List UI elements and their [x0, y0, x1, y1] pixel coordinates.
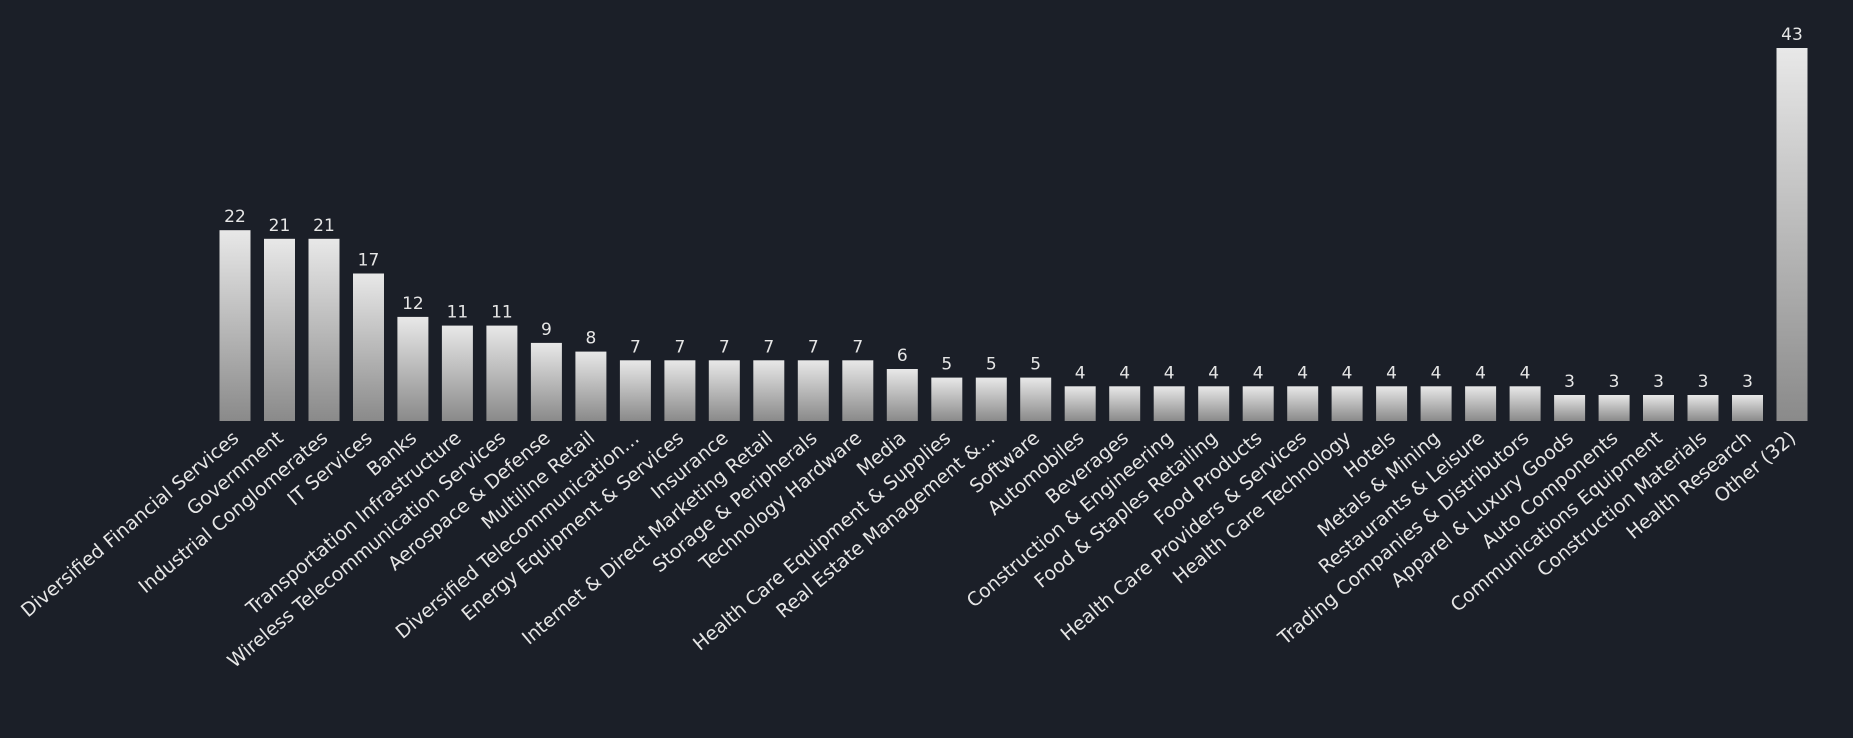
bar-value-label: 17: [358, 251, 380, 271]
bar: [353, 273, 384, 421]
bar: [308, 238, 340, 421]
bar-value-label: 22: [224, 207, 246, 227]
bar-value-label: 6: [897, 346, 908, 366]
bar-value-label: 21: [269, 216, 291, 236]
bar: [708, 360, 740, 421]
bar: [1554, 395, 1586, 421]
bar-value-label: 4: [1208, 363, 1219, 383]
bar: [1598, 395, 1630, 421]
bar-value-label: 11: [491, 303, 513, 323]
bar-value-label: 4: [1386, 363, 1397, 383]
bar: [975, 377, 1007, 421]
bar: [397, 316, 429, 421]
bar: [619, 360, 651, 421]
bar: [1331, 386, 1363, 421]
bar-value-label: 7: [763, 337, 774, 357]
bar: [664, 360, 696, 421]
bar-value-label: 3: [1742, 372, 1753, 392]
bar: [797, 360, 829, 421]
bar: [1242, 386, 1274, 421]
bar-value-label: 4: [1342, 363, 1353, 383]
bar-value-label: 5: [986, 355, 997, 375]
bar: [753, 360, 785, 421]
bar: [1020, 377, 1052, 421]
bar-value-label: 4: [1297, 363, 1308, 383]
bar-value-label: 4: [1164, 363, 1175, 383]
bar: [1465, 386, 1497, 421]
bar-value-label: 5: [941, 355, 952, 375]
bar-value-label: 4: [1119, 363, 1130, 383]
bar-value-label: 43: [1781, 25, 1803, 45]
bar: [575, 351, 607, 421]
bar: [1287, 386, 1319, 421]
bar-value-label: 11: [447, 303, 469, 323]
bar-value-label: 3: [1609, 372, 1620, 392]
bar-value-label: 3: [1564, 372, 1575, 392]
bar: [931, 377, 963, 421]
bar: [1153, 386, 1185, 421]
bar: [264, 238, 295, 421]
bar-value-label: 4: [1075, 363, 1086, 383]
bar-value-label: 4: [1431, 363, 1442, 383]
bar: [1376, 386, 1408, 421]
bar-value-label: 7: [630, 337, 641, 357]
bar: [1109, 386, 1141, 421]
bar-value-label: 7: [852, 337, 863, 357]
bar-value-label: 4: [1475, 363, 1486, 383]
bar-value-label: 7: [808, 337, 819, 357]
bar-value-label: 5: [1030, 355, 1041, 375]
bar-value-label: 3: [1698, 372, 1709, 392]
bar: [1687, 395, 1719, 421]
bar-value-label: 3: [1653, 372, 1664, 392]
bar: [1509, 386, 1541, 421]
bar-value-label: 7: [719, 337, 730, 357]
bars-group: [219, 48, 1808, 421]
bar-value-label: 21: [313, 216, 335, 236]
bar: [530, 342, 562, 421]
bar-value-label: 7: [674, 337, 685, 357]
bar-value-label: 8: [585, 329, 596, 349]
bar-value-label: 4: [1253, 363, 1264, 383]
bar: [1420, 386, 1452, 421]
bar: [219, 230, 251, 421]
bar-value-label: 4: [1520, 363, 1531, 383]
bar: [441, 325, 473, 421]
bar-value-label: 9: [541, 320, 552, 340]
bar: [1732, 395, 1763, 421]
bar: [1064, 386, 1096, 421]
bar-value-label: 12: [402, 294, 424, 314]
bar: [486, 325, 518, 421]
bar: [1643, 395, 1674, 421]
bar: [1198, 386, 1230, 421]
bar: [842, 360, 874, 421]
bar: [886, 369, 918, 421]
category-labels-group: Diversified Financial ServicesGovernment…: [17, 427, 1800, 672]
bar: [1776, 48, 1808, 421]
